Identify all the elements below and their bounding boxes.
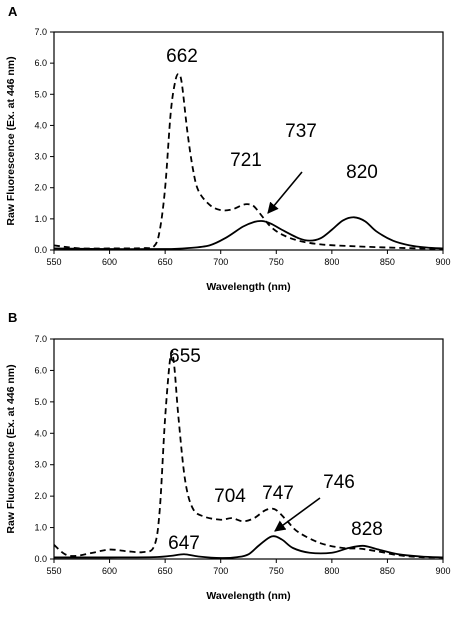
- y-tick-label: 3.0: [34, 460, 47, 470]
- x-tick-label: 600: [102, 257, 117, 267]
- y-tick-label: 0.0: [34, 554, 47, 564]
- y-tick-label: 7.0: [34, 27, 47, 37]
- solid-series-line: [53, 216, 444, 251]
- x-tick-label: 550: [46, 257, 61, 267]
- y-tick-label: 2.0: [34, 491, 47, 501]
- panel-a: A 550 600 650 700 750 800 850 900 0.0 1.0 2.0 3.0 4.0…: [5, 4, 451, 293]
- x-tick-label: 700: [213, 257, 228, 267]
- dashed-series-line: [53, 350, 444, 559]
- y-tick-label: 2.0: [34, 183, 47, 193]
- x-tick-label: 550: [46, 566, 61, 576]
- x-tick-label: 850: [380, 566, 395, 576]
- x-axis-label: Wavelength (nm): [206, 590, 290, 602]
- x-tick-label: 800: [324, 566, 339, 576]
- y-tick-label: 6.0: [34, 365, 47, 375]
- panel-label: A: [8, 4, 18, 19]
- plot-frame: [53, 31, 444, 251]
- annotation-arrow: [274, 497, 321, 532]
- x-tick-label: 800: [324, 257, 339, 267]
- x-tick-label: 700: [213, 566, 228, 576]
- dashed-series-line: [53, 73, 444, 250]
- peak-annotation: 662: [166, 46, 198, 67]
- x-tick-label: 900: [435, 566, 450, 576]
- peak-annotation: 704: [214, 486, 246, 507]
- x-tick-label: 650: [158, 566, 173, 576]
- x-tick-label: 750: [269, 566, 284, 576]
- plot-frame: [53, 338, 444, 560]
- y-tick-label: 4.0: [34, 428, 47, 438]
- peak-annotation: 820: [346, 162, 378, 183]
- peak-annotation: 737: [285, 121, 317, 142]
- peak-annotation: 647: [168, 533, 200, 554]
- y-tick-label: 0.0: [34, 245, 47, 255]
- annotation-arrow: [267, 171, 303, 214]
- peak-annotation: 828: [351, 519, 383, 540]
- y-tick-label: 6.0: [34, 58, 47, 68]
- y-axis-label: Raw Fluorescence (Ex. at 446 nm): [5, 56, 17, 225]
- x-tick-label: 900: [435, 257, 450, 267]
- x-tick-label: 600: [102, 566, 117, 576]
- x-tick-label: 750: [269, 257, 284, 267]
- panel-b: B 550 600 650 700 750 800 850 900 0.0 1.0 2.0 3.0 4.0…: [5, 310, 451, 602]
- x-tick-label: 850: [380, 257, 395, 267]
- peak-annotation: 747: [262, 483, 294, 504]
- y-tick-label: 1.0: [34, 214, 47, 224]
- y-tick-label: 7.0: [34, 334, 47, 344]
- peak-annotation: 655: [169, 346, 201, 367]
- peak-annotation: 746: [323, 472, 355, 493]
- x-axis-label: Wavelength (nm): [206, 281, 290, 293]
- y-tick-label: 5.0: [34, 397, 47, 407]
- y-tick-label: 4.0: [34, 120, 47, 130]
- panel-label: B: [8, 310, 17, 325]
- y-tick-label: 3.0: [34, 152, 47, 162]
- y-tick-label: 1.0: [34, 523, 47, 533]
- peak-annotation: 721: [230, 150, 262, 171]
- y-axis-label: Raw Fluorescence (Ex. at 446 nm): [5, 364, 17, 533]
- x-tick-label: 650: [158, 257, 173, 267]
- solid-series-line: [53, 535, 444, 559]
- y-tick-label: 5.0: [34, 89, 47, 99]
